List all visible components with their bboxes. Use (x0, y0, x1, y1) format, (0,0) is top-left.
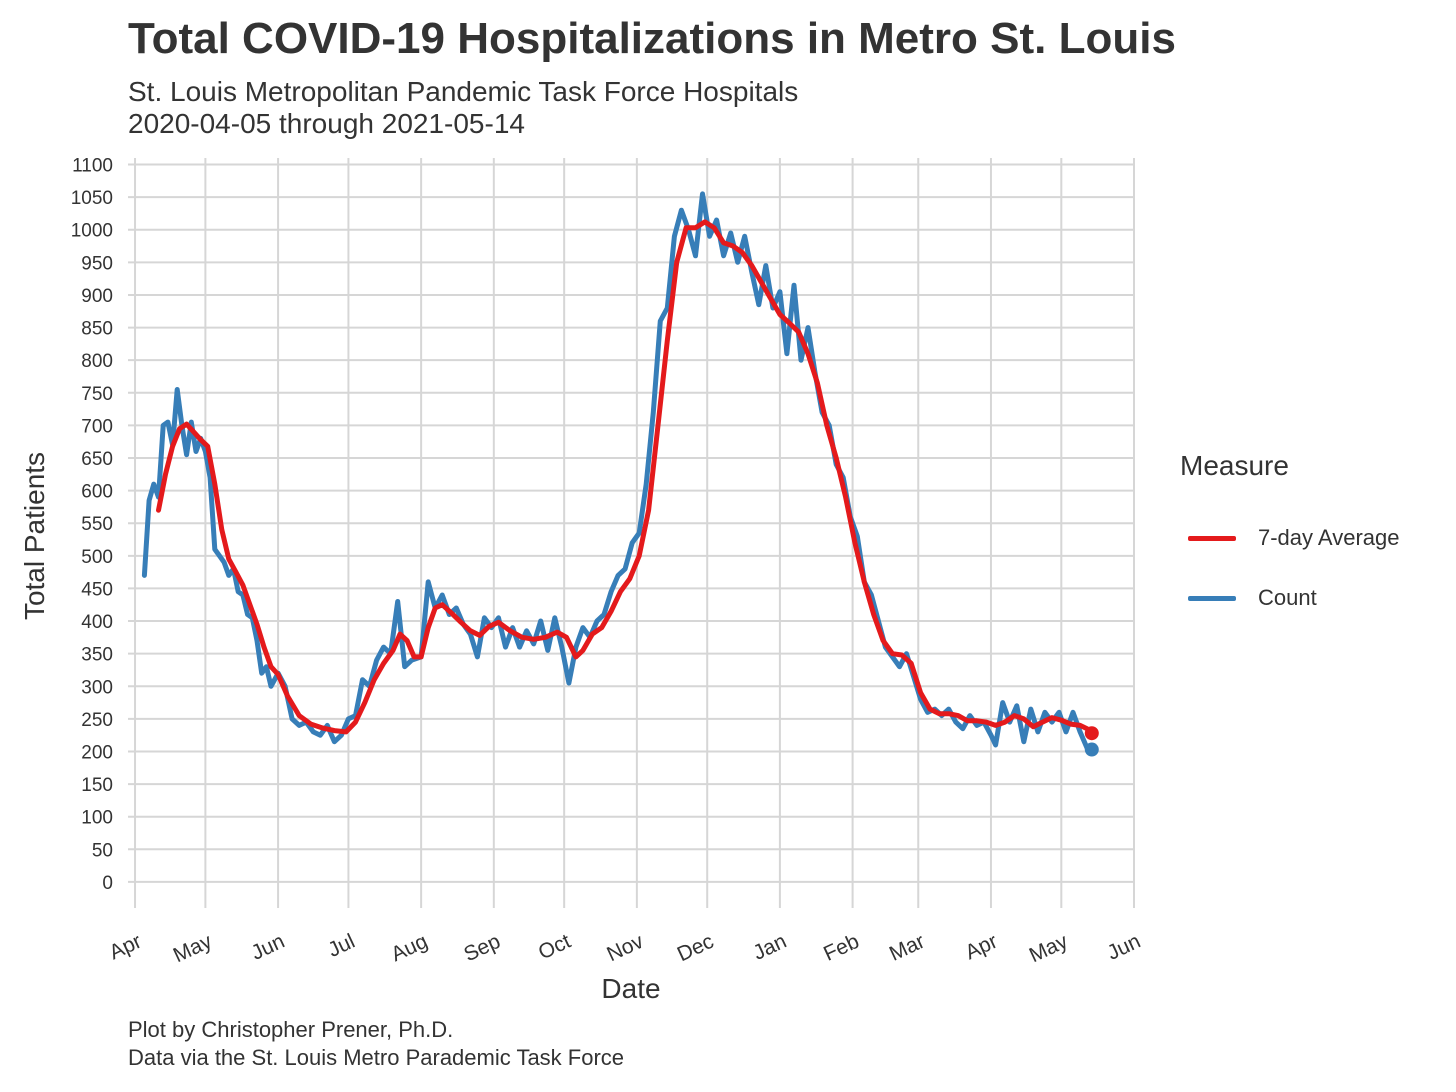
y-tick-label: 750 (81, 384, 113, 405)
subtitle-line-1: St. Louis Metropolitan Pandemic Task For… (128, 76, 799, 107)
x-tick-label: May (1026, 929, 1072, 967)
y-tick-label: 300 (81, 677, 113, 698)
x-tick-label: Feb (820, 930, 863, 966)
caption: Plot by Christopher Prener, Ph.D. Data v… (128, 1016, 624, 1072)
legend-item-7-day-average: 7-day Average (1180, 508, 1399, 568)
y-tick-label: 600 (81, 482, 113, 503)
legend-label: Count (1258, 585, 1317, 610)
y-tick-label: 900 (81, 286, 113, 307)
legend-item-count: Count (1180, 568, 1399, 628)
chart-subtitle: St. Louis Metropolitan Pandemic Task For… (128, 76, 798, 140)
y-tick-label: 350 (81, 645, 113, 666)
y-tick-label: 800 (81, 351, 113, 372)
legend-swatch-blue (1188, 595, 1236, 601)
y-axis-label: Total Patients (19, 452, 50, 620)
y-tick-label: 850 (81, 319, 113, 340)
x-tick-label: Sep (460, 930, 504, 967)
caption-line-1: Plot by Christopher Prener, Ph.D. (128, 1017, 454, 1042)
x-tick-label: Mar (886, 930, 929, 966)
grid-lines (128, 158, 1135, 908)
legend: Measure 7-day Average Count (1180, 450, 1399, 628)
y-tick-label: 200 (81, 742, 113, 763)
x-tick-label: Apr (962, 930, 1001, 965)
y-tick-label: 1100 (72, 156, 113, 177)
legend-title: Measure (1180, 450, 1289, 481)
legend-label: 7-day Average (1258, 525, 1400, 550)
legend-swatch-red (1188, 535, 1236, 541)
subtitle-line-2: 2020-04-05 through 2021-05-14 (128, 108, 525, 139)
chart-title: Total COVID-19 Hospitalizations in Metro… (128, 14, 1176, 63)
x-tick-label: Jul (324, 930, 358, 962)
y-tick-label: 1000 (71, 221, 113, 242)
y-tick-labels: 0 50 100 150 200 250 300 350 400 450 500 550 600 650 7… (71, 156, 113, 894)
x-axis-label: Date (601, 973, 660, 1004)
y-tick-label: 100 (81, 808, 113, 829)
y-tick-label: 650 (81, 449, 113, 470)
y-tick-label: 150 (81, 775, 113, 796)
y-tick-label: 1050 (71, 188, 113, 209)
y-tick-label: 550 (81, 514, 113, 535)
series-end-point-7-day-average (1084, 726, 1099, 741)
x-tick-labels: Apr May Jun Jul Aug Sep Oct Nov Dec Jan Feb Mar Apr M… (106, 929, 1144, 967)
y-tick-label: 400 (81, 612, 113, 633)
x-tick-label: Jun (1104, 930, 1144, 965)
series-line-count (141, 191, 1095, 752)
y-tick-label: 250 (81, 710, 113, 731)
x-tick-label: Apr (106, 930, 145, 965)
series-end-point-count (1084, 742, 1099, 757)
x-tick-label: May (170, 929, 216, 967)
x-tick-label: Nov (603, 929, 647, 966)
y-tick-label: 700 (81, 416, 113, 437)
y-tick-label: 950 (81, 253, 113, 274)
series-lines (141, 191, 1099, 757)
y-tick-label: 50 (92, 840, 113, 861)
y-tick-label: 500 (81, 547, 113, 568)
y-tick-label: 450 (81, 579, 113, 600)
x-tick-label: Aug (388, 930, 432, 967)
x-tick-label: Jun (248, 930, 288, 965)
caption-line-2: Data via the St. Louis Metro Parademic T… (128, 1045, 625, 1070)
x-tick-label: Jan (750, 930, 790, 965)
series-line-7-day-average (156, 219, 1095, 736)
y-tick-label: 0 (102, 873, 113, 894)
x-tick-label: Dec (674, 930, 718, 967)
x-tick-label: Oct (535, 930, 574, 965)
